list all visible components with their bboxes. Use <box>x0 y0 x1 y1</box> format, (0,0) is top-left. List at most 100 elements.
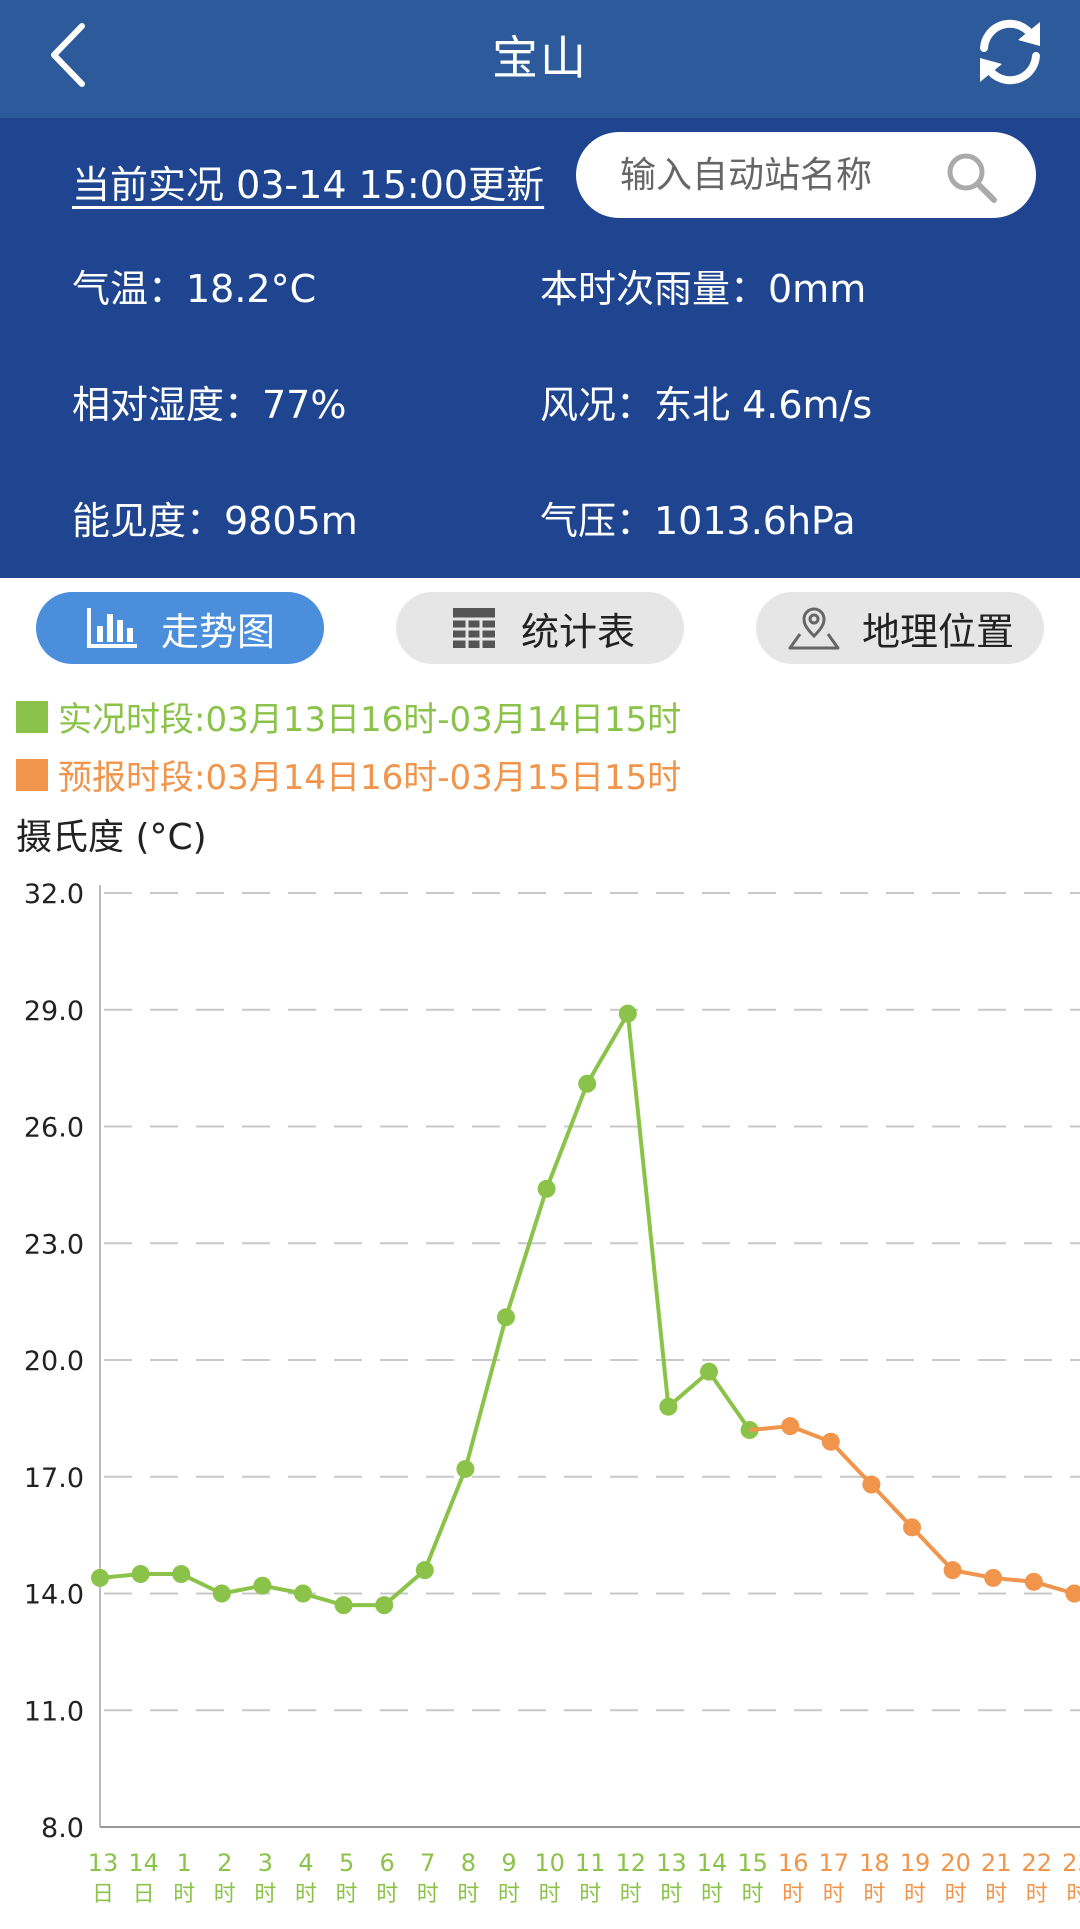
station-search-input[interactable] <box>620 146 940 204</box>
x-tick-label: 16 <box>778 1849 809 1877</box>
x-tick-label-suffix: 时 <box>498 1882 520 1907</box>
rainfall-value: 本时次雨量：0mm <box>540 267 867 311</box>
table-icon <box>452 608 495 648</box>
x-tick-label-suffix: 时 <box>660 1882 682 1907</box>
y-tick-label: 29.0 <box>24 996 84 1027</box>
y-tick-label: 32.0 <box>24 879 84 910</box>
update-time-link[interactable]: 当前实况 03-14 15:00更新 <box>72 163 545 207</box>
y-tick-label: 8.0 <box>41 1813 84 1844</box>
actual-data-point <box>212 1584 231 1603</box>
x-tick-label-suffix: 时 <box>904 1882 926 1907</box>
x-tick-label-suffix: 日 <box>133 1882 155 1907</box>
tab-statistics-table[interactable]: 统计表 <box>396 592 684 664</box>
x-tick-label: 5 <box>339 1849 354 1877</box>
temperature-value: 气温：18.2°C <box>72 267 317 311</box>
visibility-value: 能见度：9805m <box>72 499 358 543</box>
temperature-trend-chart: 32.029.026.023.020.017.014.011.08.013日14… <box>24 879 1080 1907</box>
back-button[interactable] <box>44 20 94 90</box>
forecast-data-point <box>1024 1572 1043 1591</box>
actual-data-point <box>659 1397 678 1416</box>
x-tick-label-suffix: 时 <box>823 1882 845 1907</box>
actual-data-point <box>456 1459 475 1478</box>
x-tick-label-suffix: 时 <box>539 1882 561 1907</box>
x-tick-label: 13 <box>656 1849 687 1877</box>
tab-trend-chart[interactable]: 走势图 <box>36 592 324 664</box>
forecast-data-point <box>821 1432 840 1451</box>
actual-data-point <box>700 1362 718 1381</box>
x-tick-label-suffix: 时 <box>295 1882 317 1907</box>
actual-data-point <box>294 1584 312 1603</box>
x-tick-label-suffix: 时 <box>863 1882 885 1907</box>
x-tick-label: 8 <box>461 1849 476 1877</box>
x-tick-label: 18 <box>859 1849 890 1877</box>
y-tick-label: 20.0 <box>24 1346 84 1377</box>
pressure-value: 气压：1013.6hPa <box>540 499 856 543</box>
x-tick-label: 13 <box>88 1849 119 1877</box>
x-tick-label: 12 <box>616 1849 647 1877</box>
observation-panel: 当前实况 03-14 15:00更新 气温：18.2°C 本时次雨量：0mm 相… <box>0 118 1080 578</box>
x-tick-label: 15 <box>737 1849 768 1877</box>
forecast-data-point <box>862 1475 881 1494</box>
actual-data-point <box>497 1308 515 1327</box>
x-tick-label: 22 <box>1022 1849 1053 1877</box>
x-tick-label: 3 <box>258 1849 273 1877</box>
x-tick-label-suffix: 日 <box>92 1882 114 1907</box>
x-tick-label-suffix: 时 <box>336 1882 358 1907</box>
forecast-data-point <box>943 1561 962 1580</box>
bar-chart-icon <box>86 608 137 648</box>
actual-series-line <box>99 1011 752 1608</box>
x-tick-label-suffix: 时 <box>417 1882 439 1907</box>
forecast-data-point <box>984 1568 1003 1587</box>
x-tick-label: 9 <box>501 1849 516 1877</box>
actual-data-point <box>172 1565 191 1584</box>
forecast-series-line <box>749 1424 1075 1596</box>
actual-data-point <box>537 1179 556 1198</box>
station-search-box[interactable] <box>576 132 1036 218</box>
y-tick-label: 11.0 <box>24 1696 84 1727</box>
x-tick-label: 14 <box>697 1849 728 1877</box>
y-tick-label: 14.0 <box>24 1580 84 1611</box>
y-tick-label: 23.0 <box>24 1229 84 1260</box>
x-tick-label: 7 <box>420 1849 435 1877</box>
x-tick-label-suffix: 时 <box>985 1882 1007 1907</box>
actual-data-point <box>375 1596 394 1615</box>
forecast-data-point <box>903 1518 921 1537</box>
x-tick-label: 19 <box>900 1849 931 1877</box>
map-pin-icon <box>788 607 840 650</box>
chevron-left-icon <box>51 23 85 87</box>
refresh-icon <box>980 19 1040 85</box>
top-bar: 宝山 <box>0 0 1080 118</box>
x-tick-label-suffix: 时 <box>1026 1882 1048 1907</box>
y-axis-unit-label: 摄氏度 (°C) <box>16 817 207 858</box>
forecast-data-point <box>781 1417 800 1436</box>
x-tick-label: 17 <box>819 1849 850 1877</box>
actual-data-point <box>740 1421 759 1440</box>
x-tick-label-suffix: 时 <box>254 1882 276 1907</box>
tab-stats-label: 统计表 <box>520 609 635 654</box>
legend-forecast: 预报时段:03月14日16时-03月15日15时 <box>16 750 681 799</box>
x-tick-label: 6 <box>380 1849 395 1877</box>
legend-actual-swatch <box>16 700 48 733</box>
x-tick-label-suffix: 时 <box>742 1882 764 1907</box>
actual-data-point <box>91 1568 109 1587</box>
legend-forecast-label: 预报时段:03月14日16时-03月15日15时 <box>58 758 682 798</box>
x-tick-label-suffix: 时 <box>214 1882 236 1907</box>
tab-geo-location[interactable]: 地理位置 <box>756 592 1044 664</box>
actual-data-point <box>131 1565 150 1584</box>
x-tick-label-suffix: 时 <box>457 1882 479 1907</box>
legend-actual-label: 实况时段:03月13日16时-03月14日15时 <box>58 700 682 740</box>
refresh-button[interactable] <box>970 12 1050 92</box>
forecast-data-point <box>1065 1584 1080 1603</box>
wind-value: 风况：东北 4.6m/s <box>540 383 873 427</box>
actual-data-point <box>415 1561 434 1580</box>
x-tick-label: 11 <box>575 1849 606 1877</box>
x-tick-label: 14 <box>128 1849 159 1877</box>
x-tick-label-suffix: 时 <box>945 1882 967 1907</box>
x-tick-label: 23 <box>1062 1849 1080 1877</box>
search-icon[interactable] <box>944 150 998 204</box>
x-tick-label: 10 <box>534 1849 565 1877</box>
x-tick-label-suffix: 时 <box>376 1882 398 1907</box>
x-tick-label-suffix: 时 <box>701 1882 723 1907</box>
tab-geo-label: 地理位置 <box>861 609 1014 654</box>
actual-data-point <box>334 1596 353 1615</box>
